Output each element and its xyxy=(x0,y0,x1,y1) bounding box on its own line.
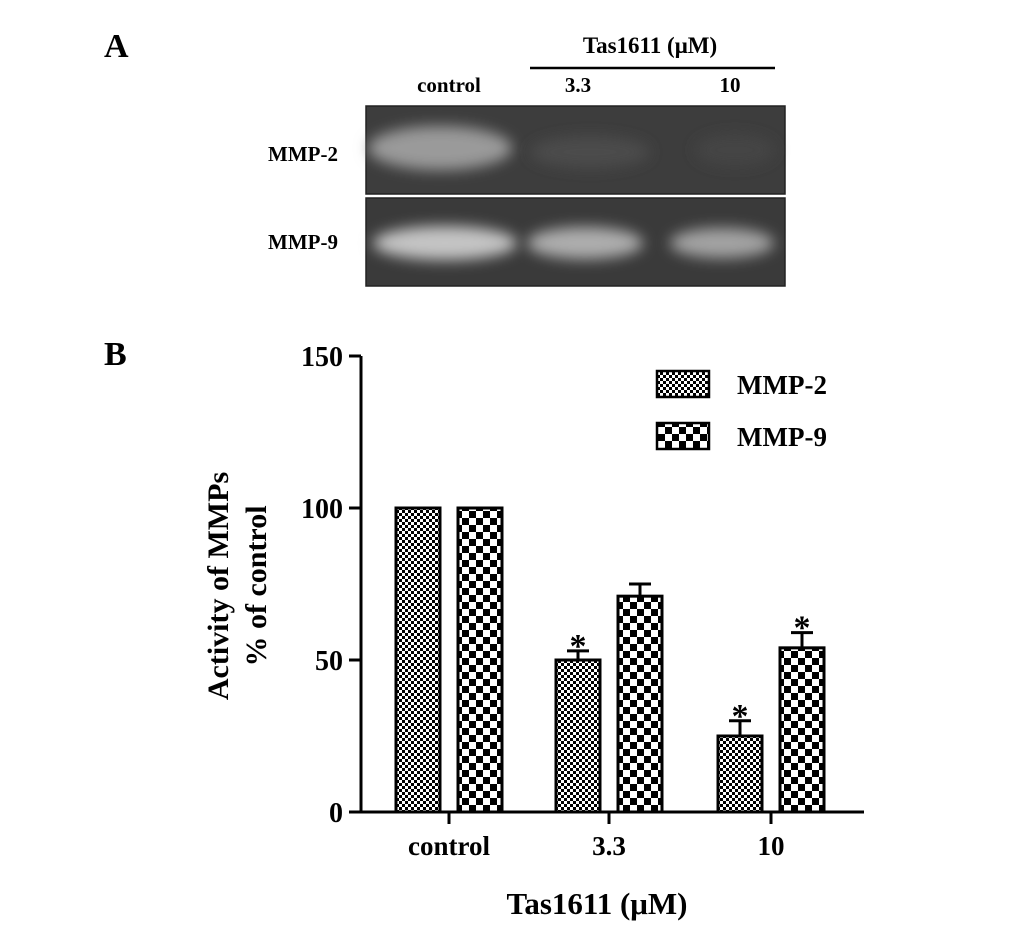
bar-mmp-2-10 xyxy=(716,734,764,814)
bar-mmp-2-3-3 xyxy=(554,658,602,814)
bar-mmp-9-3-3 xyxy=(616,594,664,814)
legend-swatch-mmp9 xyxy=(655,421,711,451)
gel-row-label-mmp9: MMP-9 xyxy=(268,230,338,254)
gel-band xyxy=(368,126,512,170)
legend: MMP-2 MMP-9 xyxy=(655,369,827,452)
y-ticks: 0 50 100 150 xyxy=(301,342,361,829)
gel-lane-label-10: 10 xyxy=(720,73,741,97)
bar-mmp-9-control xyxy=(456,506,504,814)
y-tick-label: 50 xyxy=(315,646,343,677)
significance-marker: * xyxy=(794,610,811,647)
panel-a-label: A xyxy=(104,28,129,65)
y-axis-label-line-2: % of control xyxy=(240,505,273,666)
gel-band xyxy=(373,226,517,260)
gel-band xyxy=(695,134,775,166)
y-axis-label-line-1: Activity of MMPs xyxy=(202,472,235,700)
y-tick-label: 100 xyxy=(301,494,343,525)
bars: * * * xyxy=(394,506,826,814)
gel-band xyxy=(670,228,774,258)
bar-mmp-9-10 xyxy=(778,646,826,814)
gel-panel: Tas1611 (μM) control 3.3 10 MMP-2 MMP-9 xyxy=(268,33,786,287)
x-ticks: control 3.3 10 xyxy=(408,812,785,861)
gel-strip-mmp9 xyxy=(365,197,786,287)
bar-mmp-2-control xyxy=(394,506,442,814)
x-tick-label: 3.3 xyxy=(592,831,626,861)
gel-band xyxy=(527,227,643,259)
x-tick-label: 10 xyxy=(758,831,785,861)
gel-strip-mmp2 xyxy=(365,105,786,195)
x-tick-label: control xyxy=(408,831,490,861)
y-tick-label: 0 xyxy=(329,798,343,829)
gel-band xyxy=(530,136,650,168)
bar-chart: 0 50 100 150 * * * control 3.3 10 Activity of M… xyxy=(202,342,864,921)
legend-label-mmp9: MMP-9 xyxy=(737,422,827,452)
gel-row-label-mmp2: MMP-2 xyxy=(268,142,338,166)
gel-lane-label-control: control xyxy=(417,73,481,97)
significance-marker: * xyxy=(570,628,587,665)
significance-marker: * xyxy=(732,698,749,735)
gel-treatment-label: Tas1611 (μM) xyxy=(583,33,717,58)
panel-b-label: B xyxy=(104,336,127,373)
gel-lane-label-3-3: 3.3 xyxy=(565,73,591,97)
x-axis-label: Tas1611 (μM) xyxy=(507,886,688,921)
legend-label-mmp2: MMP-2 xyxy=(737,370,827,400)
y-tick-label: 150 xyxy=(301,342,343,373)
legend-swatch-mmp2 xyxy=(655,369,711,399)
